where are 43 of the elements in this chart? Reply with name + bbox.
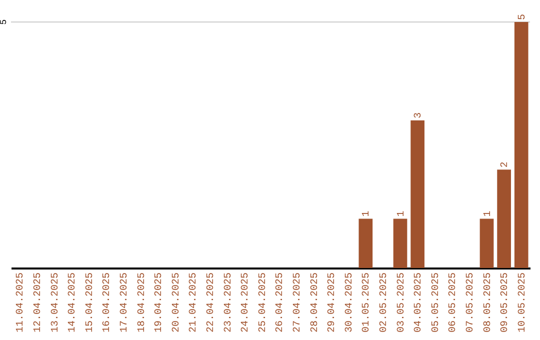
data-label: 1 (362, 210, 373, 217)
x-tick-label: 14.04.2025 (68, 272, 79, 333)
x-tick-label: 21.04.2025 (188, 272, 200, 333)
x-tick-label: 16.04.2025 (102, 272, 114, 333)
ref-line-label: 5 (0, 19, 9, 25)
x-tick-label: 27.04.2025 (292, 272, 304, 333)
x-tick-label: 29.04.2025 (327, 272, 338, 333)
x-tick-label: 02.05.2025 (378, 272, 390, 333)
bar (358, 218, 373, 268)
bar (480, 218, 494, 268)
data-label: 2 (500, 162, 512, 168)
x-tick-label: 20.04.2025 (171, 272, 182, 333)
x-tick-label: 10.05.2025 (517, 272, 528, 333)
x-tick-label: 15.04.2025 (84, 272, 96, 333)
x-tick-label: 09.05.2025 (500, 272, 512, 333)
x-tick-label: 30.04.2025 (344, 272, 356, 333)
x-tick-label: 24.04.2025 (240, 272, 252, 333)
x-tick-label: 22.04.2025 (206, 272, 217, 333)
data-label: 3 (414, 112, 425, 118)
x-tick-label: 26.04.2025 (275, 272, 286, 333)
x-tick-label: 13.04.2025 (50, 272, 62, 333)
x-tick-label: 01.05.2025 (362, 272, 373, 333)
x-tick-label: 17.04.2025 (119, 272, 130, 333)
x-tick-label: 08.05.2025 (482, 272, 494, 333)
x-tick-label: 07.05.2025 (465, 272, 476, 333)
x-tick-label: 05.05.2025 (430, 272, 442, 333)
x-tick-label: 03.05.2025 (396, 272, 408, 333)
x-tick-label: 28.04.2025 (310, 272, 321, 333)
x-tick-label: 11.04.2025 (16, 272, 27, 333)
data-label: 5 (517, 14, 528, 20)
data-label: 1 (396, 210, 408, 217)
x-tick-label: 19.04.2025 (154, 272, 166, 333)
bar (393, 218, 408, 268)
x-tick-label: 25.04.2025 (258, 272, 269, 333)
data-label: 1 (482, 210, 494, 217)
bar (514, 22, 528, 268)
x-tick-label: 12.04.2025 (32, 272, 44, 333)
x-tick-label: 18.04.2025 (136, 272, 148, 333)
x-tick-label: 06.05.2025 (448, 272, 460, 333)
bar (497, 170, 511, 268)
x-tick-label: 04.05.2025 (414, 272, 425, 333)
x-tick-label: 23.04.2025 (223, 272, 234, 333)
bar (410, 120, 424, 268)
